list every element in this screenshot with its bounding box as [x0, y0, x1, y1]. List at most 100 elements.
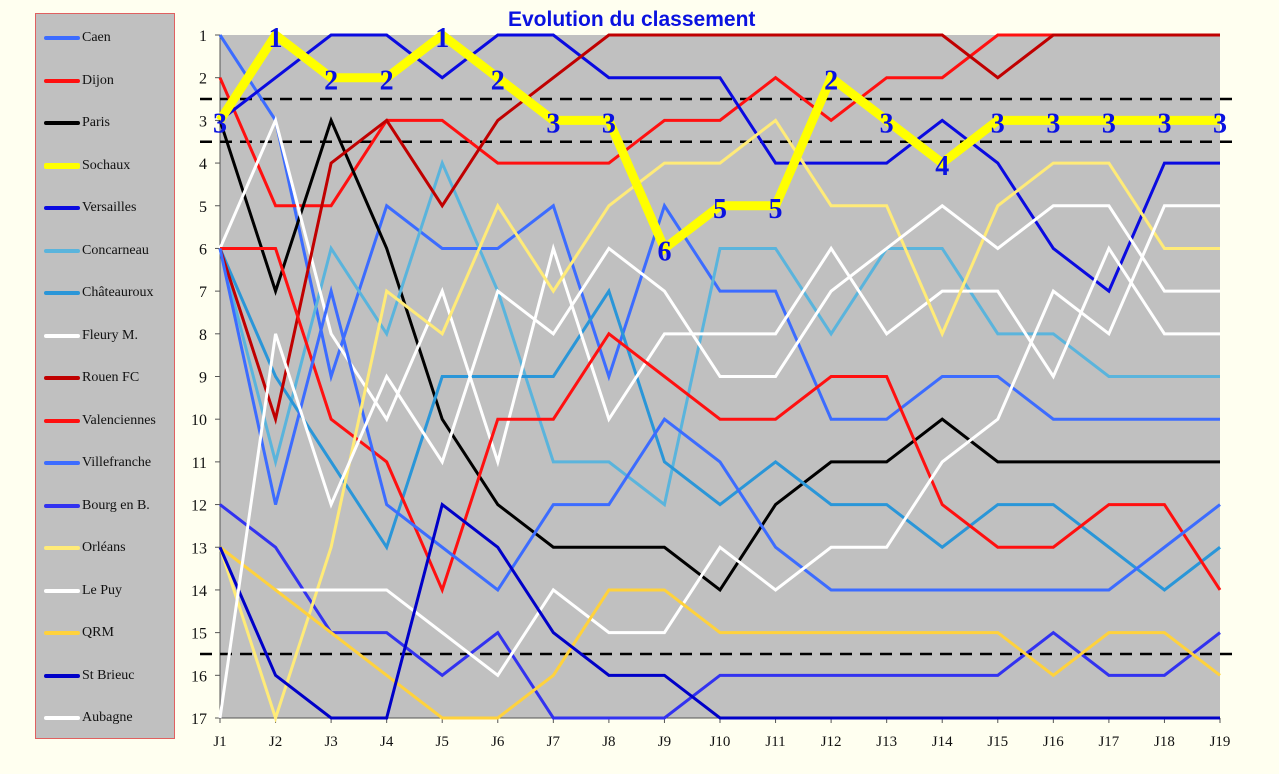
legend-item: Versailles	[44, 198, 136, 218]
series-line-fleury-m-	[218, 115, 1220, 468]
legend-swatch-icon	[44, 78, 80, 83]
x-tick-label: J8	[602, 734, 615, 750]
data-label: 3	[1102, 108, 1116, 139]
legend-item: Valenciennes	[44, 411, 156, 431]
y-tick-label: 8	[199, 327, 207, 344]
data-label: 5	[713, 194, 727, 225]
x-tick-label: J18	[1154, 734, 1175, 750]
legend-label: Le Puy	[82, 582, 123, 598]
legend-label: Concarneau	[82, 242, 149, 258]
legend-label: Rouen FC	[82, 370, 140, 385]
x-tick-label: J10	[710, 734, 731, 750]
data-label: 1	[435, 23, 449, 54]
data-label: 3	[546, 108, 560, 139]
y-tick-label: 3	[199, 113, 207, 130]
legend-label: Sochaux	[82, 157, 131, 173]
legend-label: Villefranche	[82, 455, 152, 470]
y-tick-label: 12	[191, 498, 207, 515]
series-line-villefranche	[218, 248, 1221, 593]
legend-item: Villefranche	[44, 453, 151, 473]
legend-item: Bourg en B.	[44, 496, 150, 516]
series-line-orl-ans	[218, 118, 1220, 723]
y-tick-label: 14	[191, 583, 207, 600]
legend-item: Rouen FC	[44, 368, 139, 388]
x-tick-label: J15	[987, 734, 1008, 750]
series-line-aubagne	[218, 203, 1220, 719]
series-line-qrm	[219, 546, 1221, 720]
legend-label: Versailles	[82, 200, 137, 215]
y-tick-label: 16	[191, 668, 207, 685]
legend-item: Concarneau	[44, 241, 149, 261]
x-tick-label: J7	[547, 734, 561, 750]
x-tick-label: J16	[1043, 734, 1064, 750]
y-tick-label: 13	[191, 540, 207, 557]
x-tick-label: J11	[765, 734, 785, 750]
legend-swatch-icon	[44, 206, 80, 210]
legend-item: Caen	[44, 28, 111, 48]
data-label: 3	[1213, 108, 1227, 139]
x-tick-label: J3	[324, 734, 337, 750]
series-line-paris	[218, 116, 1220, 593]
x-tick-label: J6	[491, 734, 505, 750]
x-tick-label: J14	[932, 734, 953, 750]
y-tick-label: 2	[199, 71, 207, 88]
series-line-versailles	[219, 33, 1220, 294]
legend-label: Caen	[82, 30, 111, 45]
x-tick-label: J9	[658, 734, 671, 750]
legend-label: Châteauroux	[82, 285, 154, 300]
data-label: 3	[880, 108, 894, 139]
series-line-caen	[218, 34, 1220, 421]
y-tick-label: 15	[191, 626, 207, 643]
legend-swatch-icon	[44, 36, 80, 40]
legend-swatch-icon	[44, 291, 80, 295]
legend-item: Châteauroux	[44, 283, 154, 303]
legend-swatch-icon	[44, 716, 80, 720]
y-tick-label: 9	[199, 370, 207, 387]
legend-item: Dijon	[44, 71, 114, 91]
series-line-st-brieuc	[218, 501, 1220, 720]
legend-swatch-icon	[44, 546, 80, 550]
series-line-rouen-fc	[218, 33, 1220, 425]
series-line-sochaux	[216, 28, 1220, 256]
chart-legend: Caen Dijon Paris Sochaux Versailles Concarnea…	[35, 13, 175, 739]
legend-swatch-icon	[44, 162, 80, 169]
legend-swatch-icon	[44, 333, 80, 338]
series-line-bourg-en-b-	[219, 503, 1221, 720]
chart-title: Evolution du classement	[508, 8, 756, 31]
legend-item: QRM	[44, 623, 114, 643]
legend-item: Aubagne	[44, 708, 133, 728]
data-label: 3	[991, 108, 1005, 139]
legend-item: Orléans	[44, 538, 126, 558]
data-label: 3	[602, 108, 616, 139]
data-label: 5	[769, 194, 783, 225]
legend-swatch-icon	[44, 121, 80, 125]
legend-label: Aubagne	[82, 710, 133, 725]
legend-item: St Brieuc	[44, 666, 135, 686]
y-tick-label: 11	[192, 455, 207, 472]
y-tick-label: 4	[199, 156, 207, 173]
legend-swatch-icon	[44, 503, 80, 508]
x-tick-label: J5	[436, 734, 449, 750]
legend-label: Dijon	[82, 72, 114, 88]
data-label: 2	[380, 66, 394, 97]
legend-swatch-icon	[44, 376, 80, 380]
data-label: 2	[824, 66, 838, 97]
legend-swatch-icon	[44, 673, 80, 678]
x-tick-label: J12	[821, 734, 842, 750]
legend-swatch-icon	[44, 631, 80, 635]
data-label: 3	[1046, 108, 1060, 139]
series-line-valenciennes	[220, 246, 1222, 595]
legend-item: Sochaux	[44, 156, 130, 176]
legend-label: Orléans	[82, 540, 126, 555]
data-label: 2	[491, 66, 505, 97]
data-label: 3	[1157, 108, 1171, 139]
data-label: 1	[269, 23, 283, 54]
legend-swatch-icon	[44, 248, 80, 253]
x-tick-label: J2	[269, 734, 282, 750]
y-tick-label: 6	[199, 241, 207, 258]
data-label: 6	[657, 236, 671, 267]
series-line-le-puy	[275, 204, 1220, 678]
legend-label: Fleury M.	[82, 327, 138, 343]
series-line-concarneau	[218, 158, 1220, 508]
